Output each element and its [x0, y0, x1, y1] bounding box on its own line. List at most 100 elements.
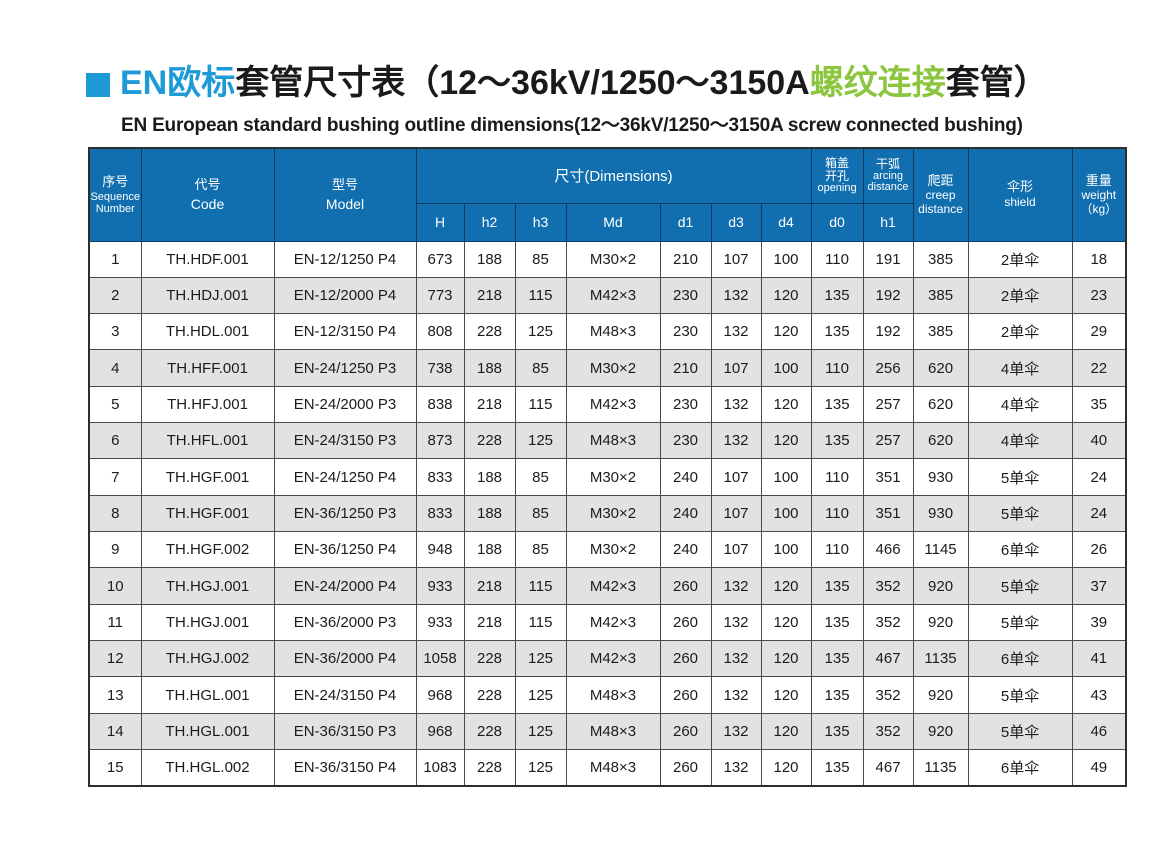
cell: 29	[1071, 313, 1127, 351]
title-tail: 套管）	[945, 64, 1048, 102]
cell: 192	[862, 276, 914, 315]
cell: 2	[88, 276, 142, 315]
cell: 228	[463, 749, 516, 787]
cell: 673	[415, 240, 465, 278]
cell: EN-24/2000 P4	[273, 567, 417, 605]
cell: 4单伞	[967, 422, 1073, 460]
cell: 228	[463, 422, 516, 460]
cell: TH.HFL.001	[140, 422, 275, 460]
sub-header-Md: Md	[565, 202, 661, 242]
cell: 22	[1071, 349, 1127, 387]
cell: TH.HGF.002	[140, 531, 275, 569]
cell: M42×3	[565, 603, 661, 642]
col-header-arcing-distance: 干弧 arcing distance	[862, 147, 914, 204]
cell: 35	[1071, 385, 1127, 424]
bushing-dimensions-table: 序号 Sequence Number 代号 Code 型号 Model 尺寸(D…	[88, 147, 1128, 787]
cell: 125	[514, 712, 567, 751]
cell: 120	[760, 422, 812, 460]
cell: M30×2	[565, 240, 661, 278]
cell: 3	[88, 313, 142, 351]
table-row: 1 TH.HDF.001 EN-12/1250 P4 673 188 85 M30×2 210…	[88, 240, 1127, 278]
cell: 120	[760, 749, 812, 787]
cell: 110	[810, 494, 864, 533]
cell: 933	[415, 567, 465, 605]
cell: 4单伞	[967, 349, 1073, 387]
cell: 5单伞	[967, 567, 1073, 605]
cell: EN-24/3150 P3	[273, 422, 417, 460]
cell: 8	[88, 494, 142, 533]
cell: EN-36/2000 P4	[273, 640, 417, 678]
cell: M48×3	[565, 712, 661, 751]
cell: 192	[862, 313, 914, 351]
sub-header-h3: h3	[514, 202, 567, 242]
cell: 135	[810, 712, 864, 751]
cell: 240	[659, 531, 712, 569]
cell: 230	[659, 385, 712, 424]
cell: 12	[88, 640, 142, 678]
cell: 107	[710, 458, 762, 496]
cell: 120	[760, 313, 812, 351]
cell: 135	[810, 603, 864, 642]
cell: 115	[514, 276, 567, 315]
cell: 37	[1071, 567, 1127, 605]
cell: 132	[710, 276, 762, 315]
cell: 132	[710, 603, 762, 642]
table-row: 2 TH.HDJ.001 EN-12/2000 P4 773 218 115 M42×3 23…	[88, 276, 1127, 315]
cell: 256	[862, 349, 914, 387]
cell: 24	[1071, 494, 1127, 533]
cell: 210	[659, 349, 712, 387]
cell: 125	[514, 749, 567, 787]
sub-header-H: H	[415, 202, 465, 242]
page-subtitle: EN European standard bushing outline dim…	[121, 115, 1023, 136]
cell: 240	[659, 458, 712, 496]
cell: 120	[760, 567, 812, 605]
cell: M48×3	[565, 749, 661, 787]
cell: 5单伞	[967, 712, 1073, 751]
cell: 110	[810, 240, 864, 278]
table-body: 1 TH.HDF.001 EN-12/1250 P4 673 188 85 M30×2 210…	[88, 240, 1127, 787]
cell: 738	[415, 349, 465, 387]
cell: 838	[415, 385, 465, 424]
cell: 13	[88, 676, 142, 714]
cell: TH.HDF.001	[140, 240, 275, 278]
square-bullet-icon	[86, 73, 110, 97]
cell: 948	[415, 531, 465, 569]
cell: 107	[710, 240, 762, 278]
cell: 260	[659, 640, 712, 678]
cell: 385	[912, 240, 969, 278]
cell: 49	[1071, 749, 1127, 787]
cell: 6单伞	[967, 749, 1073, 787]
cell: 968	[415, 712, 465, 751]
cell: 120	[760, 603, 812, 642]
cell: 110	[810, 349, 864, 387]
cell: TH.HDL.001	[140, 313, 275, 351]
cell: 257	[862, 385, 914, 424]
cell: 2单伞	[967, 313, 1073, 351]
cell: 352	[862, 712, 914, 751]
cell: EN-24/2000 P3	[273, 385, 417, 424]
title-en-label: EN欧标	[120, 64, 236, 102]
cell: 773	[415, 276, 465, 315]
cell: 352	[862, 567, 914, 605]
cell: TH.HGJ.002	[140, 640, 275, 678]
cell: TH.HFJ.001	[140, 385, 275, 424]
cell: 352	[862, 676, 914, 714]
cell: 2单伞	[967, 240, 1073, 278]
cell: 4单伞	[967, 385, 1073, 424]
cell: 5单伞	[967, 603, 1073, 642]
cell: 41	[1071, 640, 1127, 678]
cell: 125	[514, 422, 567, 460]
cell: 466	[862, 531, 914, 569]
cell: 125	[514, 640, 567, 678]
cell: M42×3	[565, 276, 661, 315]
cell: M42×3	[565, 567, 661, 605]
col-header-model: 型号 Model	[273, 147, 417, 242]
cell: 352	[862, 603, 914, 642]
cell: 115	[514, 567, 567, 605]
cell: 230	[659, 422, 712, 460]
cell: 188	[463, 531, 516, 569]
cell: 385	[912, 276, 969, 315]
cell: 107	[710, 349, 762, 387]
cell: 100	[760, 240, 812, 278]
cell: 85	[514, 531, 567, 569]
